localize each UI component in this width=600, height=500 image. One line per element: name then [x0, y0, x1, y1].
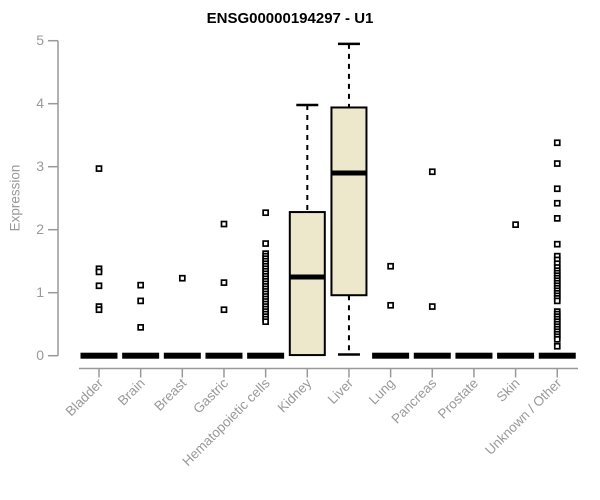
outlier-point-bladder — [95, 165, 103, 172]
x-tick-label-kidney: Kidney — [275, 375, 315, 415]
outlier-point-breast — [178, 274, 186, 282]
y-tick-label: 0 — [36, 347, 44, 363]
outlier-point-unknown-other — [553, 139, 561, 147]
y-tick-label: 3 — [36, 158, 44, 174]
outlier-point-pancreas — [428, 303, 436, 310]
zero-median-bar-prostate — [455, 352, 493, 359]
y-tick-label: 4 — [36, 95, 44, 111]
outlier-point-unknown-other — [553, 160, 561, 167]
zero-median-bar-brain — [122, 352, 160, 359]
x-tick-label-prostate: Prostate — [435, 376, 481, 422]
outlier-point-lung — [387, 301, 394, 309]
zero-median-bar-gastric — [205, 352, 243, 359]
x-tick-label-gastric: Gastric — [190, 375, 231, 416]
outlier-point-brain — [137, 297, 145, 305]
x-tick-label-skin: Skin — [494, 376, 523, 405]
zero-median-bar-unknown-other — [538, 352, 576, 359]
outlier-point-gastric — [220, 220, 228, 228]
outlier-point-skin — [512, 221, 519, 229]
chart-title: ENSG00000194297 - U1 — [206, 10, 374, 27]
outlier-point-hematopoietic-cells — [262, 318, 269, 326]
y-tick-label: 5 — [36, 32, 44, 48]
zero-median-bar-pancreas — [413, 352, 451, 359]
outlier-point-bladder — [95, 268, 103, 276]
outlier-point-unknown-other — [553, 335, 561, 343]
zero-median-bar-skin — [497, 352, 535, 359]
x-tick-label-unknown-other: Unknown / Other — [482, 375, 565, 458]
box-kidney — [288, 211, 326, 357]
outlier-point-gastric — [220, 279, 228, 286]
zero-median-bar-bladder — [80, 352, 118, 359]
x-tick-label-brain: Brain — [115, 376, 148, 409]
zero-median-bar-lung — [372, 352, 410, 359]
x-tick-label-bladder: Bladder — [63, 375, 107, 419]
outlier-point-unknown-other — [553, 185, 561, 193]
outlier-point-gastric — [220, 306, 228, 314]
zero-median-bar-breast — [163, 352, 201, 359]
outlier-point-unknown-other — [553, 240, 561, 248]
outlier-point-lung — [387, 262, 394, 270]
outlier-point-unknown-other — [553, 199, 561, 207]
y-tick-label: 1 — [36, 284, 44, 300]
y-axis-label: Expression — [7, 164, 23, 232]
outlier-point-bladder — [95, 282, 103, 290]
y-tick-label: 2 — [36, 221, 44, 237]
outlier-point-unknown-other — [553, 342, 561, 350]
outlier-point-pancreas — [428, 168, 436, 176]
zero-median-bar-hematopoietic-cells — [247, 352, 285, 359]
x-tick-label-lung: Lung — [366, 376, 398, 408]
outlier-point-brain — [137, 324, 145, 331]
outlier-point-brain — [137, 281, 145, 289]
x-tick-label-pancreas: Pancreas — [388, 375, 439, 426]
outlier-point-hematopoietic-cells — [262, 240, 269, 247]
outlier-point-hematopoietic-cells — [262, 209, 269, 217]
outlier-point-unknown-other — [553, 215, 561, 222]
outlier-point-unknown-other — [553, 297, 561, 305]
outlier-point-bladder — [95, 306, 103, 314]
x-tick-label-liver: Liver — [325, 375, 357, 407]
box-liver — [330, 106, 368, 297]
x-tick-label-breast: Breast — [151, 375, 189, 413]
